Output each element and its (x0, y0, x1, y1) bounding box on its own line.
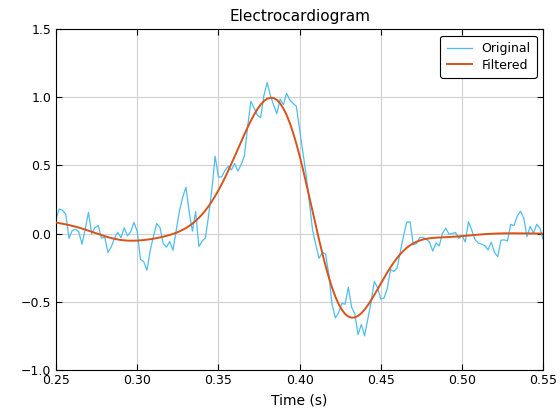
Filtered (69, 223, 76, 228)
Filtered (267, 95, 274, 100)
Original (222, 168, 228, 173)
Original (176, 208, 183, 213)
Filtered (543, 231, 550, 236)
Original (127, 229, 134, 234)
Title: Electrocardiogram: Electrocardiogram (229, 9, 370, 24)
Original (53, 217, 59, 222)
Line: Filtered: Filtered (56, 98, 547, 318)
Original (361, 333, 368, 339)
X-axis label: Time (s): Time (s) (272, 393, 328, 407)
Filtered (53, 220, 59, 225)
Line: Original: Original (56, 82, 547, 336)
Legend: Original, Filtered: Original, Filtered (440, 36, 537, 78)
Original (69, 228, 76, 233)
Filtered (222, 175, 228, 180)
Filtered (377, 281, 384, 286)
Original (377, 297, 384, 302)
Original (264, 80, 270, 85)
Original (387, 267, 394, 272)
Filtered (387, 265, 394, 270)
Original (543, 229, 550, 234)
Filtered (348, 315, 355, 320)
Filtered (176, 229, 183, 234)
Filtered (127, 238, 134, 243)
